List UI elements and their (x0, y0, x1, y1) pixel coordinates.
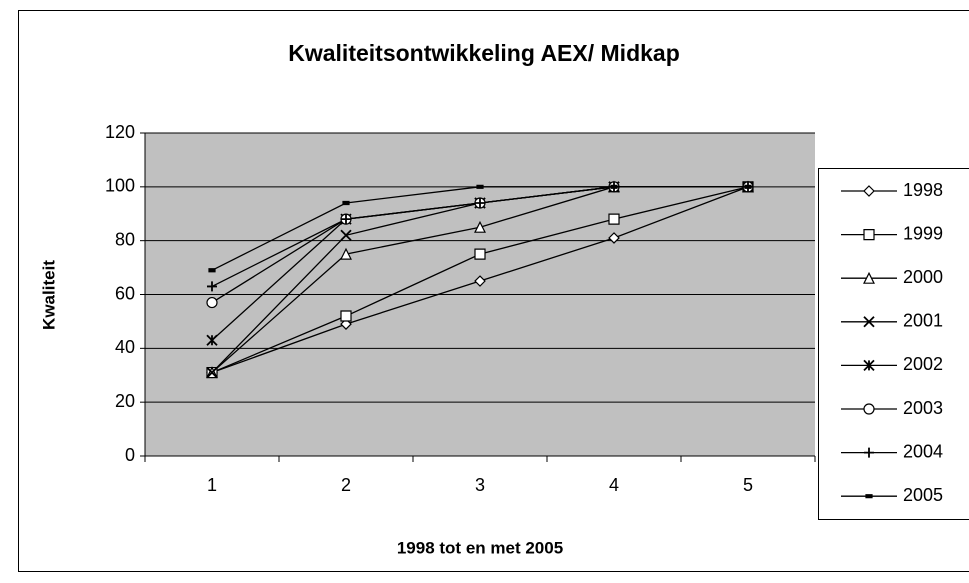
x-axis-label: 1998 tot en met 2005 (397, 538, 563, 557)
legend-label: 1999 (903, 223, 943, 243)
marker (207, 281, 217, 292)
marker (206, 296, 218, 309)
chart-title: Kwaliteitsontwikkeling AEX/ Midkap (288, 40, 680, 66)
marker (340, 229, 352, 241)
legend-marker (865, 494, 873, 499)
marker (476, 184, 484, 189)
legend-label: 2005 (903, 485, 943, 505)
marker (608, 232, 620, 244)
marker (342, 200, 350, 206)
marker (474, 275, 486, 287)
x-tick-label: 4 (609, 475, 619, 495)
legend-marker (864, 447, 874, 458)
legend-marker (863, 359, 875, 372)
y-tick-label: 0 (125, 445, 135, 465)
marker (341, 214, 351, 225)
y-tick-label: 60 (115, 283, 135, 303)
y-tick-label: 40 (115, 337, 135, 357)
legend-marker (863, 229, 875, 241)
x-tick-label: 2 (341, 475, 351, 495)
marker (206, 366, 218, 379)
x-tick-label: 1 (207, 475, 217, 495)
marker (474, 220, 486, 233)
marker (340, 310, 352, 322)
marker (608, 213, 620, 225)
legend-marker (863, 403, 875, 415)
legend-marker (863, 185, 875, 197)
y-tick-label: 20 (115, 391, 135, 411)
marker (474, 248, 486, 260)
marker (610, 184, 618, 189)
legend-marker (863, 316, 875, 328)
legend-marker (863, 271, 875, 284)
y-tick-label: 100 (105, 176, 135, 196)
y-axis-label: Kwaliteit (39, 260, 58, 330)
x-tick-label: 5 (743, 475, 753, 495)
legend-label: 2000 (903, 267, 943, 287)
marker (340, 318, 352, 330)
marker (206, 334, 218, 346)
legend-label: 1998 (903, 180, 943, 200)
y-tick-label: 80 (115, 229, 135, 249)
y-tick-label: 120 (105, 122, 135, 142)
legend-label: 2001 (903, 311, 943, 331)
marker (744, 184, 752, 189)
legend (818, 168, 969, 520)
marker (475, 197, 485, 208)
legend-label: 2004 (903, 441, 943, 461)
legend-label: 2003 (903, 398, 943, 418)
x-tick-label: 3 (475, 475, 485, 495)
legend-label: 2002 (903, 354, 943, 374)
marker (340, 247, 352, 260)
marker (208, 268, 216, 273)
